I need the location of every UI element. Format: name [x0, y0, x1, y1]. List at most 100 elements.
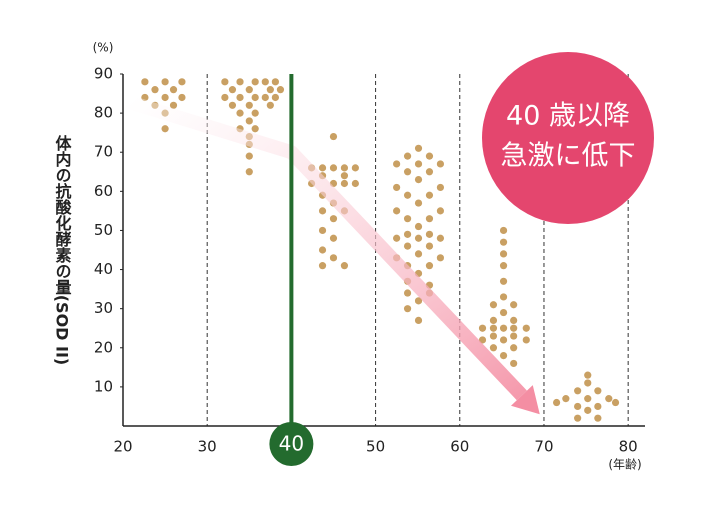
- data-dot: [266, 101, 274, 109]
- data-dot: [245, 152, 253, 160]
- data-dot: [425, 168, 434, 176]
- data-dot: [169, 86, 178, 94]
- annotation-text: 40 歳以降: [506, 101, 630, 132]
- data-dot: [584, 379, 592, 387]
- data-dot: [594, 402, 602, 411]
- data-dot: [489, 316, 498, 324]
- y-tick-label: 60: [94, 182, 113, 200]
- data-dot: [393, 160, 401, 168]
- data-dot: [510, 344, 518, 352]
- data-dot: [261, 78, 269, 86]
- marker-badge: [269, 422, 314, 466]
- y-tick-label: 70: [94, 143, 113, 161]
- data-dot: [414, 144, 423, 152]
- data-dot: [584, 371, 592, 379]
- data-dot: [318, 246, 327, 254]
- data-dot: [436, 234, 445, 242]
- data-dot: [499, 238, 508, 246]
- data-dot: [499, 336, 508, 344]
- data-dot: [499, 250, 508, 258]
- data-dot: [414, 316, 423, 324]
- data-dot: [414, 176, 423, 184]
- data-dot: [245, 117, 253, 125]
- data-dot: [594, 414, 602, 422]
- data-dot: [236, 93, 244, 102]
- data-dot: [245, 101, 253, 109]
- data-dot: [318, 207, 327, 215]
- data-dot: [169, 101, 178, 109]
- data-dot: [261, 93, 269, 102]
- data-dot: [245, 86, 253, 94]
- data-dot: [151, 86, 159, 94]
- annotation-text: 急激に低下: [501, 141, 636, 172]
- data-dot: [141, 78, 149, 86]
- data-dot: [605, 395, 613, 403]
- data-dot: [499, 293, 508, 301]
- data-dot: [414, 160, 423, 168]
- data-dot: [478, 336, 487, 344]
- data-dot: [414, 234, 423, 242]
- data-dot: [266, 86, 274, 94]
- data-dot: [489, 332, 498, 340]
- y-tick-label: 30: [94, 299, 113, 317]
- data-dot: [161, 78, 169, 86]
- data-dot: [236, 78, 244, 86]
- data-dot: [161, 93, 169, 102]
- y-tick-label: 40: [94, 260, 113, 278]
- data-dot: [318, 164, 327, 172]
- data-dot: [276, 86, 285, 94]
- data-dot: [611, 398, 620, 407]
- y-tick-label: 10: [94, 377, 113, 395]
- data-dot: [414, 222, 423, 231]
- data-dot: [425, 152, 434, 160]
- data-dot: [403, 215, 412, 223]
- data-dot: [393, 234, 401, 242]
- data-dot: [552, 398, 561, 407]
- data-dot: [436, 207, 445, 215]
- data-dot: [221, 78, 229, 86]
- data-dot: [403, 230, 412, 238]
- data-dot: [340, 262, 349, 270]
- data-dot: [221, 93, 229, 102]
- data-dot: [251, 109, 259, 117]
- data-dot: [436, 183, 445, 192]
- data-dot: [499, 324, 508, 332]
- data-dot: [425, 215, 434, 223]
- y-tick-label: 20: [94, 338, 113, 356]
- data-dot: [403, 168, 412, 176]
- y-tick-label: 80: [94, 104, 113, 122]
- data-dot: [403, 289, 412, 297]
- data-dot: [489, 324, 498, 332]
- data-dot: [594, 387, 602, 395]
- data-dot: [436, 254, 445, 262]
- data-dot: [251, 93, 259, 102]
- data-dot: [329, 164, 338, 172]
- data-dot: [403, 242, 412, 250]
- data-dot: [499, 226, 508, 235]
- data-dot: [574, 414, 582, 422]
- data-dot: [329, 132, 338, 141]
- trend-arrowhead: [510, 385, 540, 415]
- data-dot: [489, 301, 498, 309]
- data-dot: [425, 230, 434, 238]
- data-dot: [329, 234, 338, 242]
- data-dot: [245, 168, 253, 176]
- data-dot: [574, 402, 582, 411]
- data-dot: [478, 324, 487, 332]
- data-dot: [499, 308, 508, 317]
- data-dot: [271, 93, 279, 102]
- data-dot: [510, 332, 518, 340]
- data-dot: [510, 316, 518, 324]
- data-dot: [584, 395, 592, 403]
- data-dot: [522, 324, 530, 332]
- data-dot: [414, 297, 423, 305]
- y-unit: (%): [93, 41, 114, 55]
- x-unit: (年齢): [608, 457, 641, 472]
- data-dot: [499, 352, 508, 360]
- data-dot: [414, 199, 423, 207]
- data-dot: [329, 215, 338, 223]
- data-dot: [510, 359, 518, 368]
- data-dot: [251, 125, 259, 133]
- data-dot: [340, 172, 349, 180]
- data-dot: [351, 179, 359, 188]
